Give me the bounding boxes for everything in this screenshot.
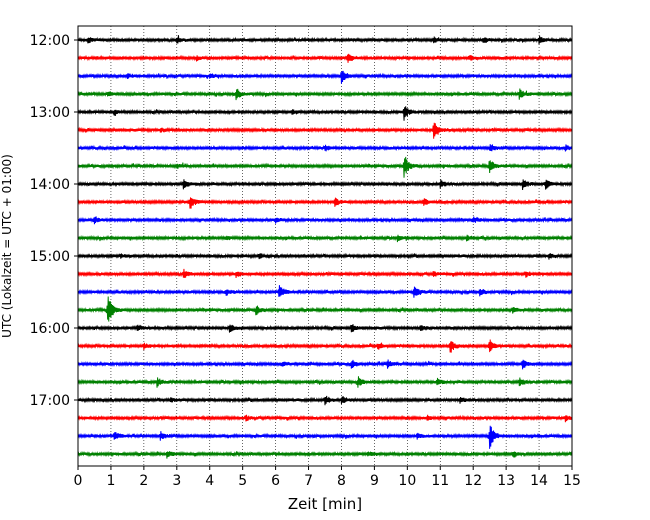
trace-1445 xyxy=(77,234,573,243)
vertical-grid xyxy=(110,26,540,466)
trace-1245 xyxy=(77,88,573,101)
trace-1630 xyxy=(77,359,573,370)
x-tick-label: 12 xyxy=(464,473,482,489)
trace-1215 xyxy=(77,53,573,63)
trace-1545 xyxy=(77,296,573,322)
trace-1300 xyxy=(77,106,573,121)
y-tick-label: 15:00 xyxy=(30,249,70,265)
trace-1345 xyxy=(77,156,573,178)
x-axis-ticks: 0 1 2 3 4 5 6 7 8 9 10 11 12 13 14 15 xyxy=(74,466,581,489)
trace-1330 xyxy=(77,144,573,152)
x-tick-label: 3 xyxy=(172,473,181,489)
trace-1645 xyxy=(77,376,573,388)
trace-1415 xyxy=(77,197,573,209)
trace-1600 xyxy=(77,324,573,333)
x-tick-label: 4 xyxy=(205,473,214,489)
y-tick-label: 16:00 xyxy=(30,321,70,337)
x-tick-label: 15 xyxy=(563,473,581,489)
y-tick-label: 13:00 xyxy=(30,105,70,121)
x-tick-label: 13 xyxy=(497,473,515,489)
y-tick-label: 14:00 xyxy=(30,177,70,193)
trace-1200 xyxy=(77,35,573,45)
x-tick-label: 7 xyxy=(304,473,313,489)
x-tick-label: 1 xyxy=(106,473,115,489)
trace-lines xyxy=(77,35,573,459)
y-axis-title: UTC (Lokalzeit = UTC + 01:00) xyxy=(0,154,14,338)
trace-1315 xyxy=(77,122,573,139)
trace-1530 xyxy=(77,285,573,298)
trace-1745 xyxy=(77,450,573,459)
trace-1500 xyxy=(77,252,573,260)
y-tick-label: 12:00 xyxy=(30,33,70,49)
trace-1515 xyxy=(77,268,573,279)
trace-1430 xyxy=(77,216,573,225)
x-tick-label: 2 xyxy=(139,473,148,489)
x-tick-label: 9 xyxy=(370,473,379,489)
x-tick-label: 11 xyxy=(431,473,449,489)
x-tick-label: 14 xyxy=(530,473,548,489)
x-tick-label: 5 xyxy=(238,473,247,489)
y-axis-ticks: 12:00 13:00 14:00 15:00 16:00 17:00 xyxy=(30,33,78,409)
trace-1715 xyxy=(77,414,573,423)
x-axis-title: Zeit [min] xyxy=(288,495,362,513)
x-tick-label: 0 xyxy=(74,473,83,489)
y-tick-label: 17:00 xyxy=(30,393,70,409)
trace-1730 xyxy=(77,425,573,449)
trace-1400 xyxy=(77,179,573,190)
trace-1700 xyxy=(77,395,573,406)
trace-1615 xyxy=(77,339,573,353)
plot-frame xyxy=(77,25,573,467)
trace-1230 xyxy=(77,70,573,84)
x-tick-label: 6 xyxy=(271,473,280,489)
x-tick-label: 8 xyxy=(337,473,346,489)
x-tick-label: 10 xyxy=(398,473,416,489)
